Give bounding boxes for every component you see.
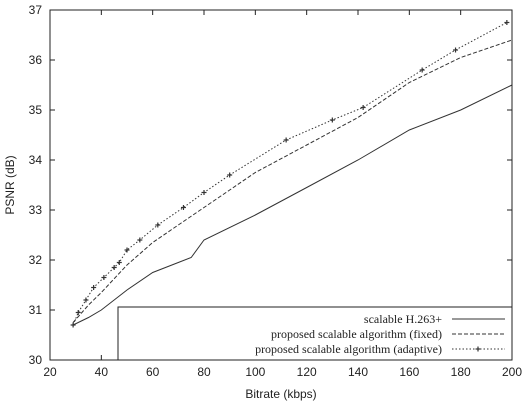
series-line — [72, 84, 513, 326]
series-1 — [72, 39, 513, 323]
legend-label: scalable H.263+ — [364, 312, 442, 326]
y-tick-label: 30 — [29, 353, 43, 367]
x-tick-label: 160 — [399, 365, 419, 379]
legend-items: scalable H.263+proposed scalable algorit… — [255, 312, 505, 356]
x-tick-label: 40 — [95, 365, 109, 379]
series-0 — [72, 84, 513, 326]
y-tick-label: 31 — [29, 303, 43, 317]
x-tick-label: 80 — [197, 365, 211, 379]
x-tick-label: 120 — [297, 365, 317, 379]
x-tick-label: 180 — [451, 365, 471, 379]
series-line — [72, 39, 513, 323]
y-tick-label: 32 — [29, 253, 43, 267]
x-tick-label: 200 — [502, 365, 522, 379]
y-tick-label: 33 — [29, 203, 43, 217]
y-tick-label: 37 — [29, 3, 43, 17]
x-tick-label: 100 — [245, 365, 265, 379]
legend-box — [117, 306, 513, 361]
legend-label: proposed scalable algorithm (fixed) — [271, 327, 442, 341]
ticks-layer: 20 40 60 80 100 120 140 160 180 200 30 31 32 33 34 35 36… — [29, 3, 523, 379]
x-tick-label: 140 — [348, 365, 368, 379]
legend: scalable H.263+proposed scalable algorit… — [117, 306, 513, 361]
series-2 — [70, 20, 510, 328]
x-tick-label: 20 — [43, 365, 57, 379]
series-layer — [70, 20, 513, 328]
legend-label: proposed scalable algorithm (adaptive) — [255, 342, 442, 356]
y-tick-label: 34 — [29, 153, 43, 167]
y-axis-title: PSNR (dB) — [3, 155, 17, 214]
y-tick-label: 35 — [29, 103, 43, 117]
x-tick-label: 60 — [146, 365, 160, 379]
series-line — [72, 22, 508, 326]
y-tick-label: 36 — [29, 53, 43, 67]
x-axis-title: Bitrate (kbps) — [245, 387, 316, 401]
